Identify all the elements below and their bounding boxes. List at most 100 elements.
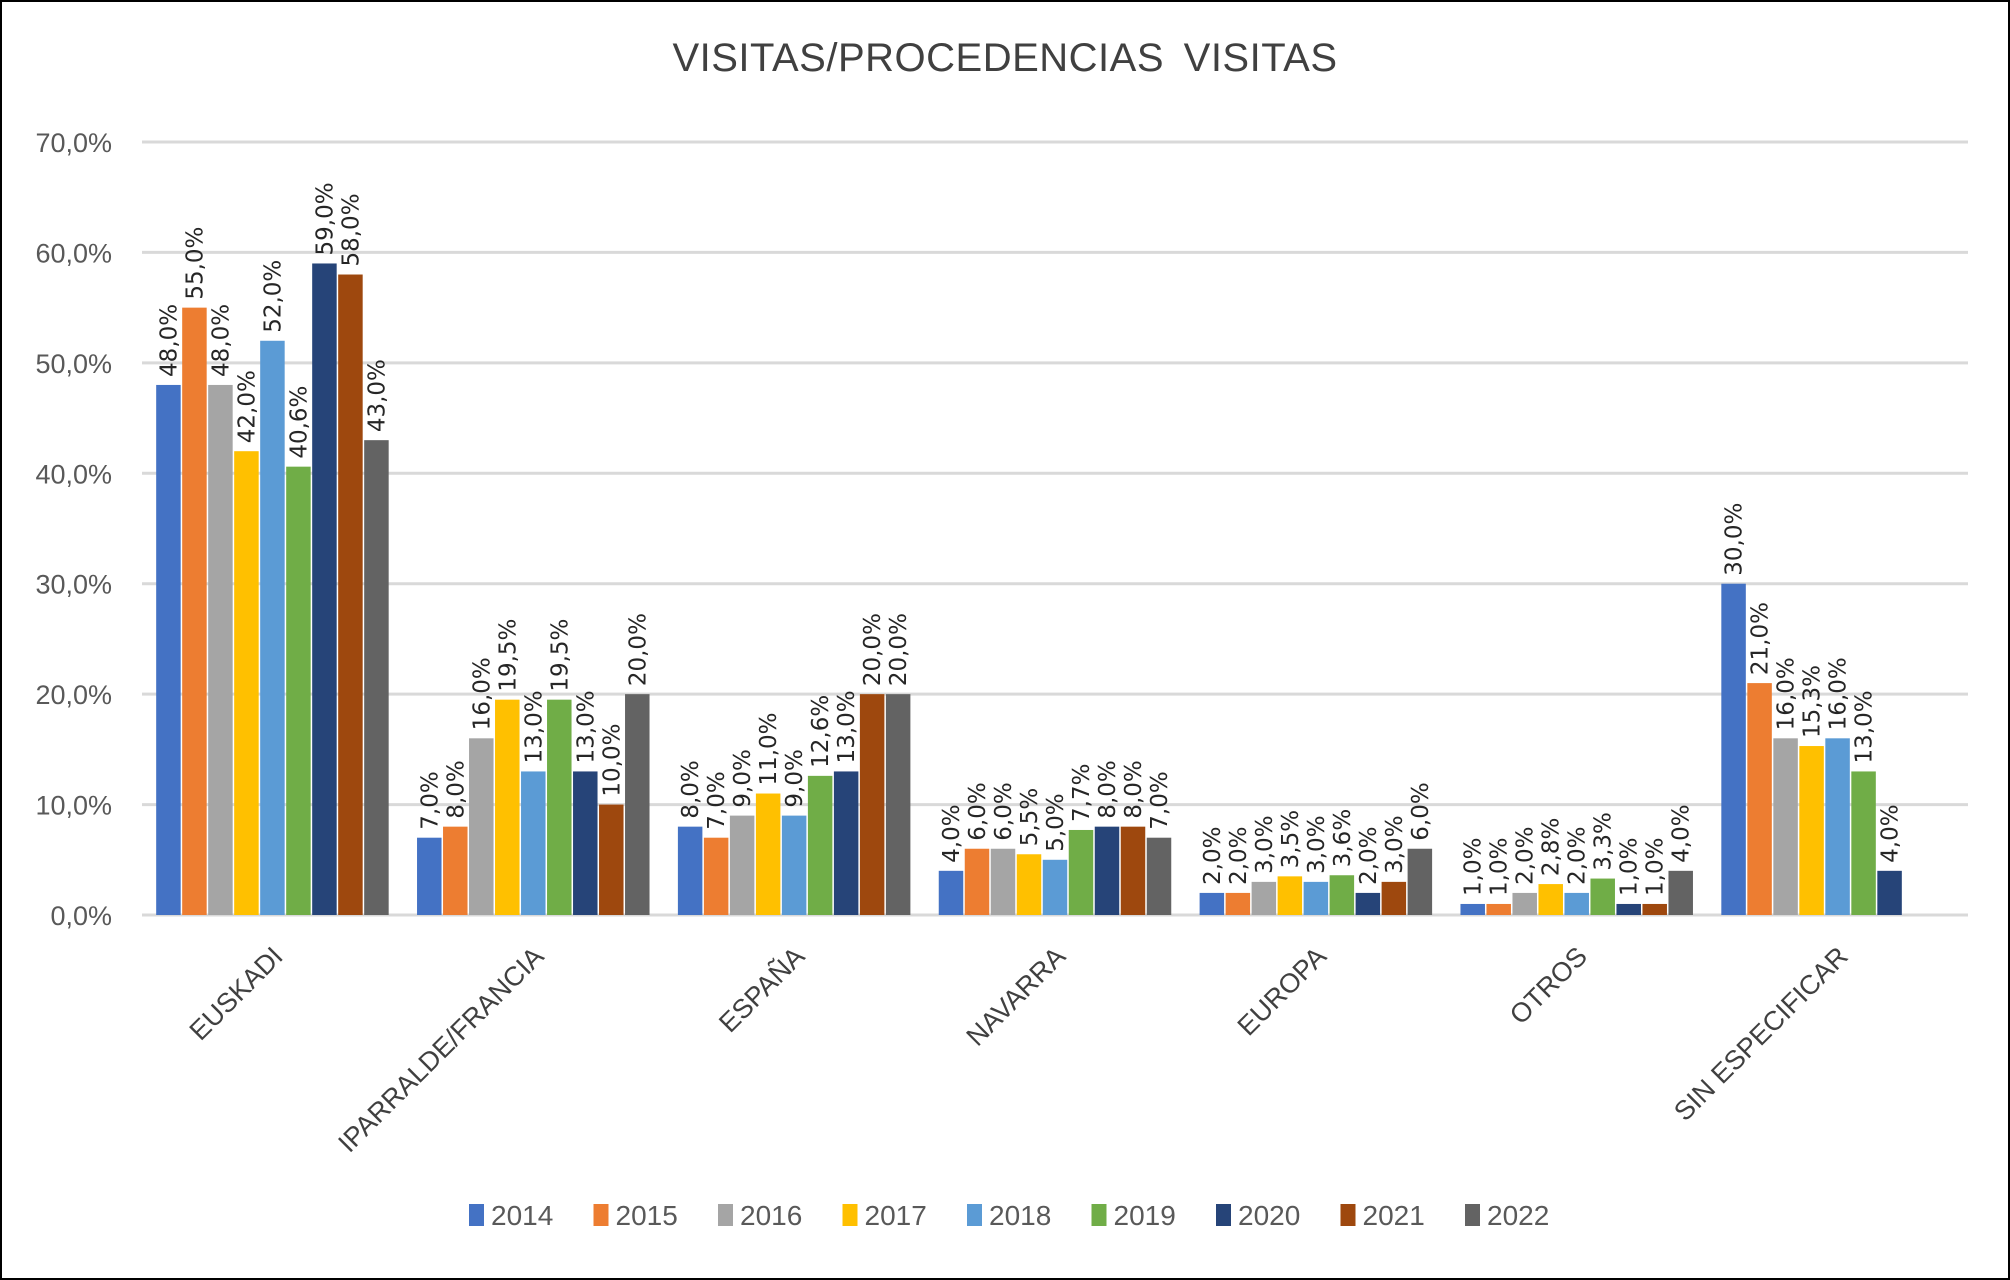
data-label: 3,0% <box>1304 815 1330 873</box>
bar-2022 <box>1407 848 1433 915</box>
data-label: 10,0% <box>599 723 625 796</box>
data-label: 30,0% <box>1722 503 1748 576</box>
bar-2016 <box>469 738 494 915</box>
bar-2018 <box>1303 881 1329 915</box>
bar-2022 <box>625 694 650 915</box>
bar-2014 <box>156 384 181 915</box>
data-label: 58,0% <box>338 193 364 266</box>
bar-2019 <box>807 775 833 915</box>
bar-2022 <box>885 694 911 915</box>
data-label: 13,0% <box>521 690 547 763</box>
bar-2016 <box>1773 738 1798 915</box>
bar-2014 <box>677 826 703 915</box>
bar-2019 <box>1068 829 1094 915</box>
data-label: 3,0% <box>1252 815 1278 873</box>
y-tick-label: 30,0% <box>35 570 112 600</box>
bar-2022 <box>1146 837 1172 915</box>
legend-label: 2017 <box>865 1200 927 1231</box>
data-label: 8,0% <box>1095 760 1121 818</box>
category-label: NAVARRA <box>961 941 1072 1052</box>
bar-2016 <box>729 815 755 915</box>
bar-2019 <box>547 699 572 915</box>
data-label: 5,5% <box>1017 788 1043 846</box>
bar-2015 <box>1486 903 1511 915</box>
legend-swatch-2014 <box>469 1204 484 1226</box>
data-label: 19,5% <box>547 619 573 692</box>
data-label: 1,0% <box>1643 838 1669 896</box>
data-label: 4,0% <box>1669 804 1695 862</box>
data-label: 11,0% <box>756 712 782 785</box>
legend-swatch-2020 <box>1216 1204 1231 1226</box>
category-label: IPARRALDE/FRANCIA <box>332 941 549 1158</box>
data-label: 2,0% <box>1565 826 1591 884</box>
legend-label: 2016 <box>740 1200 802 1231</box>
legend: 2014 2015 2016 2017 2018 2019 2020 2021 2022 <box>469 1200 1549 1231</box>
bar-2014 <box>1460 903 1485 915</box>
data-label: 6,0% <box>1408 782 1434 840</box>
y-tick-label: 60,0% <box>35 238 112 268</box>
bar-2019 <box>1851 771 1876 915</box>
data-label: 42,0% <box>234 370 260 443</box>
bars <box>156 263 1902 916</box>
bar-2021 <box>599 804 624 915</box>
data-label: 13,0% <box>573 690 599 763</box>
bar-2015 <box>1747 683 1772 915</box>
bar-2015 <box>964 848 990 915</box>
bar-2014 <box>417 837 442 915</box>
data-label: 13,0% <box>1852 690 1878 763</box>
y-tick-label: 40,0% <box>35 459 112 489</box>
data-label: 59,0% <box>312 182 338 255</box>
data-label: 7,7% <box>1069 764 1095 822</box>
data-label: 48,0% <box>156 304 182 377</box>
data-label: 19,5% <box>495 619 521 692</box>
bar-2017 <box>1538 884 1563 915</box>
gridlines <box>142 140 1968 917</box>
legend-label: 2020 <box>1238 1200 1300 1231</box>
data-label: 6,0% <box>991 782 1017 840</box>
legend-swatch-2019 <box>1091 1204 1107 1226</box>
data-label: 2,0% <box>1513 826 1539 884</box>
data-label: 15,3% <box>1800 665 1826 738</box>
data-label: 8,0% <box>443 760 469 818</box>
bar-2021 <box>1120 826 1146 915</box>
data-label: 4,0% <box>939 804 965 862</box>
y-tick-label: 20,0% <box>35 680 112 710</box>
data-label: 2,0% <box>1200 826 1226 884</box>
legend-label: 2018 <box>989 1200 1051 1231</box>
y-tick-label: 10,0% <box>35 791 112 821</box>
bar-2020 <box>1355 892 1381 915</box>
bar-2014 <box>1721 583 1746 915</box>
bar-2017 <box>234 451 259 915</box>
legend-label: 2019 <box>1114 1200 1176 1231</box>
bar-2015 <box>703 837 729 915</box>
data-label: 43,0% <box>364 359 390 432</box>
bar-2020 <box>833 771 859 915</box>
bar-2018 <box>260 340 285 915</box>
legend-label: 2014 <box>491 1200 553 1231</box>
bar-2021 <box>1381 881 1407 915</box>
data-label: 3,5% <box>1278 810 1304 868</box>
data-label: 13,0% <box>834 690 860 763</box>
bar-2022 <box>1668 870 1693 915</box>
data-label: 3,3% <box>1591 812 1617 870</box>
bar-2020 <box>1877 870 1902 915</box>
bar-2018 <box>1825 738 1850 915</box>
legend-label: 2022 <box>1487 1200 1549 1231</box>
legend-label: 2021 <box>1363 1200 1425 1231</box>
bar-2018 <box>781 815 807 915</box>
data-label: 20,0% <box>860 613 886 686</box>
chart-title: VISITAS/PROCEDENCIAS VISITAS <box>672 36 1338 80</box>
data-label: 9,0% <box>782 749 808 807</box>
bar-2019 <box>286 466 311 915</box>
data-label: 20,0% <box>886 613 912 686</box>
data-label: 7,0% <box>704 771 730 829</box>
data-label: 2,8% <box>1539 818 1565 876</box>
data-label: 7,0% <box>1147 771 1173 829</box>
data-label: 48,0% <box>208 304 234 377</box>
data-labels: 48,0%55,0%48,0%42,0%52,0%40,6%59,0% 58,0%… <box>156 182 1903 896</box>
data-label: 3,6% <box>1330 809 1356 867</box>
category-label: OTROS <box>1504 941 1593 1030</box>
data-label: 21,0% <box>1748 602 1774 675</box>
bar-2016 <box>990 848 1016 915</box>
